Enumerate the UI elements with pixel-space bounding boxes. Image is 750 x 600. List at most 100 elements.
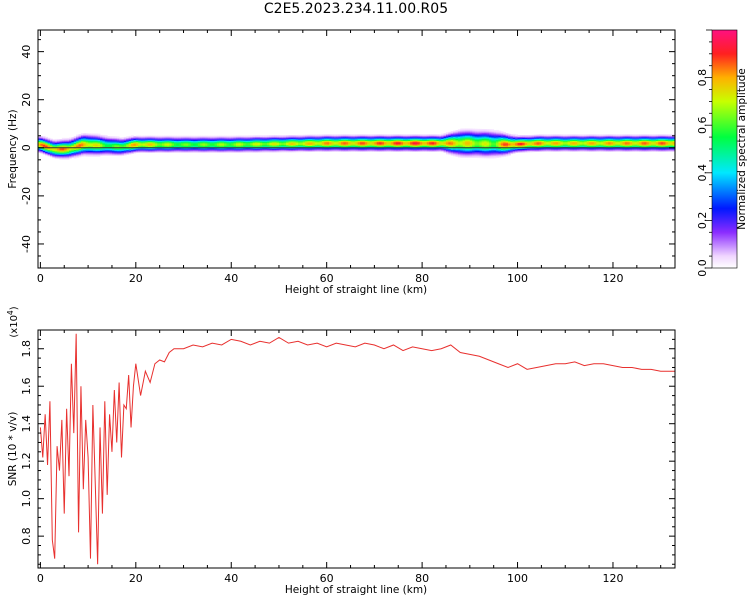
heatmap-cell xyxy=(140,141,144,144)
heatmap-cell xyxy=(343,150,347,152)
heatmap-cell xyxy=(355,134,359,137)
heatmap-cell xyxy=(431,149,435,151)
heatmap-cell xyxy=(462,141,466,144)
heatmap-cell xyxy=(417,144,421,146)
heatmap-cell xyxy=(450,131,454,133)
heatmap-cell xyxy=(159,144,163,146)
x-tick-label: 100 xyxy=(507,572,528,585)
heatmap-cell xyxy=(400,142,404,145)
heatmap-cell xyxy=(493,137,497,140)
heatmap-cell xyxy=(205,140,208,143)
heatmap-cell xyxy=(379,136,382,139)
heatmap-cell xyxy=(503,149,507,151)
heatmap-cell xyxy=(672,136,675,139)
heatmap-cell xyxy=(486,155,490,158)
heatmap-cell xyxy=(119,140,122,142)
heatmap-cell xyxy=(372,142,375,145)
heatmap-cell xyxy=(455,152,459,155)
heatmap-cell xyxy=(195,138,199,140)
heatmap-cell xyxy=(78,138,82,141)
heatmap-cell xyxy=(503,144,507,146)
heatmap-cell xyxy=(474,144,478,146)
heatmap-cell xyxy=(243,142,246,145)
heatmap-cell xyxy=(59,149,63,152)
heatmap-cell xyxy=(670,135,674,138)
heatmap-cell xyxy=(195,144,199,146)
heatmap-cell xyxy=(45,139,48,141)
heatmap-cell xyxy=(100,148,103,150)
heatmap-cell xyxy=(395,139,399,141)
heatmap-cell xyxy=(183,140,187,143)
heatmap-cell xyxy=(216,144,220,146)
heatmap-cell xyxy=(598,139,602,141)
heatmap-cell xyxy=(462,144,466,146)
heatmap-cell xyxy=(259,137,263,140)
heatmap-cell xyxy=(503,143,507,145)
heatmap-cell xyxy=(293,140,297,143)
heatmap-cell xyxy=(488,149,492,152)
heatmap-cell xyxy=(181,150,184,152)
heatmap-cell xyxy=(95,150,99,153)
heatmap-cell xyxy=(553,150,557,152)
heatmap-cell xyxy=(641,140,645,143)
y-tick-label: 1.8 xyxy=(20,340,33,358)
heatmap-cell xyxy=(400,141,404,144)
heatmap-cell xyxy=(252,142,256,145)
heatmap-cell xyxy=(214,147,218,150)
heatmap-cell xyxy=(47,139,51,141)
heatmap-cell xyxy=(138,144,141,146)
heatmap-cell xyxy=(107,139,110,142)
heatmap-cell xyxy=(570,147,573,150)
heatmap-cell xyxy=(581,147,585,150)
heatmap-cell xyxy=(467,130,471,133)
heatmap-cell xyxy=(290,149,294,152)
heatmap-cell xyxy=(610,140,614,143)
heatmap-cell xyxy=(231,139,235,141)
heatmap-cell xyxy=(207,138,211,140)
heatmap-cell xyxy=(422,150,425,152)
heatmap-cell xyxy=(278,148,282,150)
heatmap-cell xyxy=(345,139,349,141)
heatmap-cell xyxy=(622,144,626,146)
heatmap-cell xyxy=(486,136,490,138)
heatmap-cell xyxy=(407,139,411,141)
heatmap-cell xyxy=(305,150,308,153)
heatmap-cell xyxy=(300,148,304,150)
heatmap-cell xyxy=(574,136,578,139)
heatmap-cell xyxy=(140,139,144,141)
heatmap-cell xyxy=(321,147,325,150)
heatmap-cell xyxy=(529,149,533,151)
heatmap-cell xyxy=(133,144,137,147)
heatmap-cell xyxy=(319,135,323,138)
heatmap-cell xyxy=(486,148,490,150)
heatmap-cell xyxy=(658,136,662,139)
heatmap-cell xyxy=(176,144,180,146)
heatmap-cell xyxy=(481,153,485,155)
heatmap-cell xyxy=(264,137,268,140)
heatmap-cell xyxy=(431,142,435,145)
heatmap-cell xyxy=(474,155,478,157)
heatmap-cell xyxy=(107,149,110,152)
heatmap-cell xyxy=(262,141,266,143)
heatmap-cell xyxy=(469,145,473,148)
heatmap-cell xyxy=(336,134,340,137)
heatmap-cell xyxy=(111,149,115,152)
heatmap-cell xyxy=(455,134,459,137)
heatmap-cell xyxy=(38,149,41,151)
heatmap-cell xyxy=(295,142,299,144)
heatmap-cell xyxy=(283,149,287,152)
heatmap-cell xyxy=(553,140,557,143)
heatmap-cell xyxy=(660,149,664,151)
heatmap-cell xyxy=(498,131,502,134)
heatmap-cell xyxy=(467,142,471,145)
heatmap-cell xyxy=(517,149,521,152)
heatmap-cell xyxy=(486,131,490,134)
heatmap-cell xyxy=(257,136,261,139)
heatmap-cell xyxy=(491,149,495,152)
heatmap-cell xyxy=(505,154,509,157)
heatmap-cell xyxy=(608,138,611,140)
heatmap-cell xyxy=(567,141,571,144)
heatmap-cell xyxy=(92,149,96,151)
heatmap-cell xyxy=(47,137,51,140)
heatmap-cell xyxy=(47,148,51,151)
